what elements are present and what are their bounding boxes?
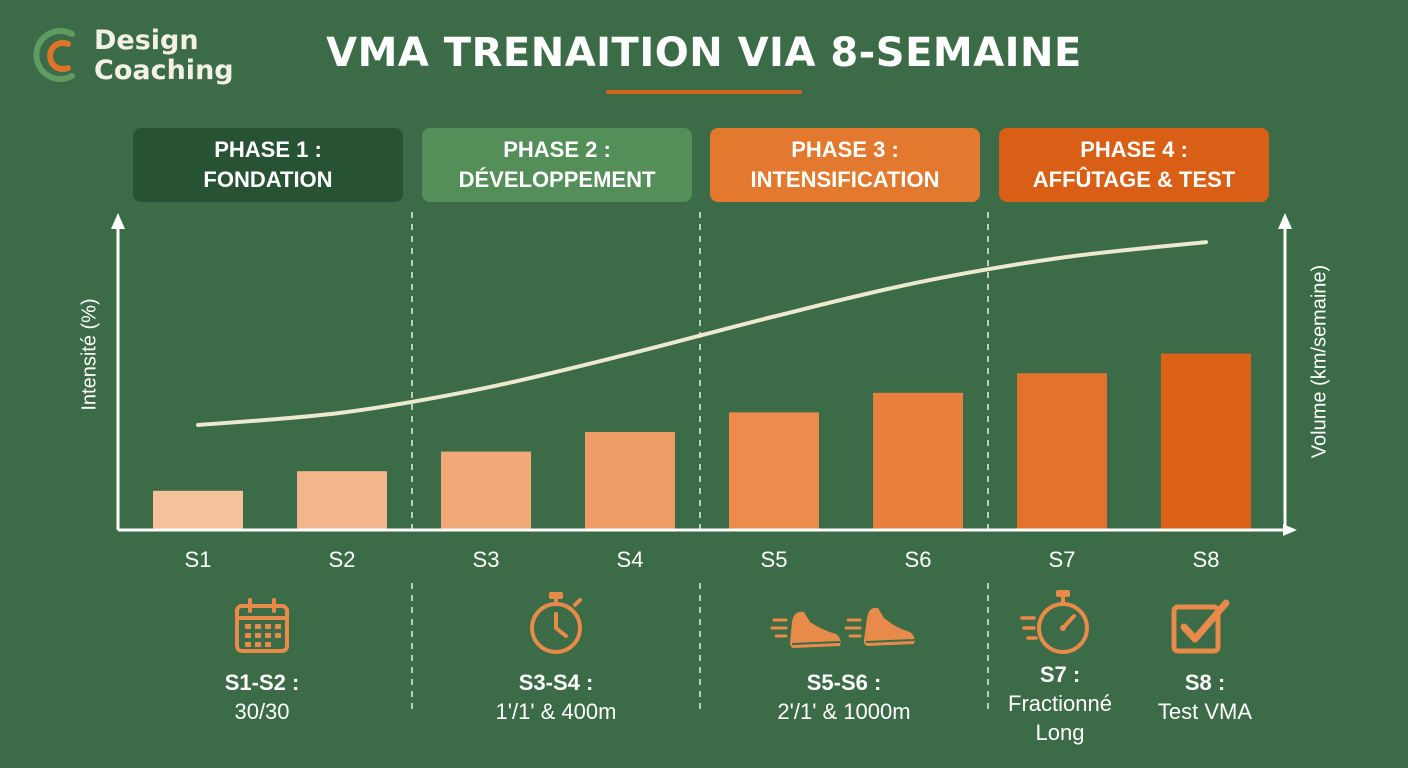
session-s5-s6: S5-S6 : 2'/1' & 1000m xyxy=(744,668,944,726)
session-s7: S7 : Fractionné Long xyxy=(985,660,1135,747)
running-shoes-icon xyxy=(770,607,915,648)
x-tick-s3: S3 xyxy=(473,547,500,572)
x-axis-arrow xyxy=(1283,524,1297,536)
x-tick-s4: S4 xyxy=(617,547,644,572)
bar-s4 xyxy=(585,432,675,530)
session-s8-label: S8 : xyxy=(1184,670,1226,695)
x-tick-labels: S1 S2 S3 S4 S5 S6 S7 S8 xyxy=(185,547,1220,572)
phase-1-number: PHASE 1 : xyxy=(214,137,322,162)
session-s7-label: S7 : xyxy=(1039,662,1081,687)
logo-line-1: Design xyxy=(94,25,199,56)
fast-stopwatch-icon xyxy=(1020,590,1089,654)
phase-4-name: AFFÛTAGE & TEST xyxy=(1032,167,1236,192)
logo-mark-icon xyxy=(33,28,75,82)
session-s3-s4-label: S3-S4 : xyxy=(518,670,594,695)
x-tick-s6: S6 xyxy=(905,547,932,572)
phase-3-name: INTENSIFICATION xyxy=(750,167,940,192)
session-s8: S8 : Test VMA xyxy=(1130,668,1280,726)
y-axis-left-arrow xyxy=(111,213,125,229)
title-underline xyxy=(606,90,802,94)
session-s3-s4-value: 1'/1' & 400m xyxy=(495,699,617,724)
logo-line-2: Coaching xyxy=(94,55,234,86)
x-tick-s8: S8 xyxy=(1193,547,1220,572)
chart-axes xyxy=(111,213,1297,536)
bar-s7 xyxy=(1017,373,1107,530)
y-axis-left-title: Intensité (%) xyxy=(78,298,101,411)
session-s3-s4: S3-S4 : 1'/1' & 400m xyxy=(466,668,646,726)
x-tick-s2: S2 xyxy=(329,547,356,572)
intensity-curve xyxy=(196,240,1208,427)
bar-s8 xyxy=(1161,353,1251,530)
phase-2-header: PHASE 2 : DÉVELOPPEMENT xyxy=(422,128,692,202)
x-tick-s5: S5 xyxy=(761,547,788,572)
y-axis-right-arrow xyxy=(1278,213,1292,229)
x-tick-s1: S1 xyxy=(185,547,212,572)
calendar-icon xyxy=(235,598,289,653)
bar-s2 xyxy=(297,471,387,530)
session-s7-value-line-2: Long xyxy=(1035,720,1085,745)
x-tick-s7: S7 xyxy=(1049,547,1076,572)
session-s5-s6-label: S5-S6 : xyxy=(806,670,882,695)
session-s8-value: Test VMA xyxy=(1157,699,1253,724)
phase-2-name: DÉVELOPPEMENT xyxy=(458,167,656,192)
volume-bars xyxy=(153,353,1251,530)
session-s1-s2-label: S1-S2 : xyxy=(224,670,300,695)
page-title: VMA TRENAITION VIA 8-SEMAINE xyxy=(326,30,1082,76)
phase-3-header: PHASE 3 : INTENSIFICATION xyxy=(710,128,980,202)
session-s5-s6-value: 2'/1' & 1000m xyxy=(777,699,911,724)
phase-4-header: PHASE 4 : AFFÛTAGE & TEST xyxy=(999,128,1269,202)
bar-s6 xyxy=(873,392,963,530)
logo: Design Coaching xyxy=(26,22,266,92)
bar-s3 xyxy=(441,451,531,530)
y-axis-right-title: Volume (km/semaine) xyxy=(1308,264,1331,459)
bar-s5 xyxy=(729,412,819,530)
phase-4-number: PHASE 4 : xyxy=(1080,137,1188,162)
checkbox-icon xyxy=(1171,599,1230,654)
phase-1-header: PHASE 1 : FONDATION xyxy=(133,128,403,202)
phase-3-number: PHASE 3 : xyxy=(791,137,899,162)
session-s7-value: Fractionné xyxy=(1008,691,1112,716)
bar-s1 xyxy=(153,490,243,530)
logo-text: Design Coaching xyxy=(94,26,234,86)
stopwatch-icon xyxy=(530,592,582,654)
phase-dividers xyxy=(411,212,989,712)
phase-1-name: FONDATION xyxy=(203,167,333,192)
session-s1-s2: S1-S2 : 30/30 xyxy=(182,668,342,726)
session-s1-s2-value: 30/30 xyxy=(234,699,290,724)
phase-2-number: PHASE 2 : xyxy=(503,137,611,162)
